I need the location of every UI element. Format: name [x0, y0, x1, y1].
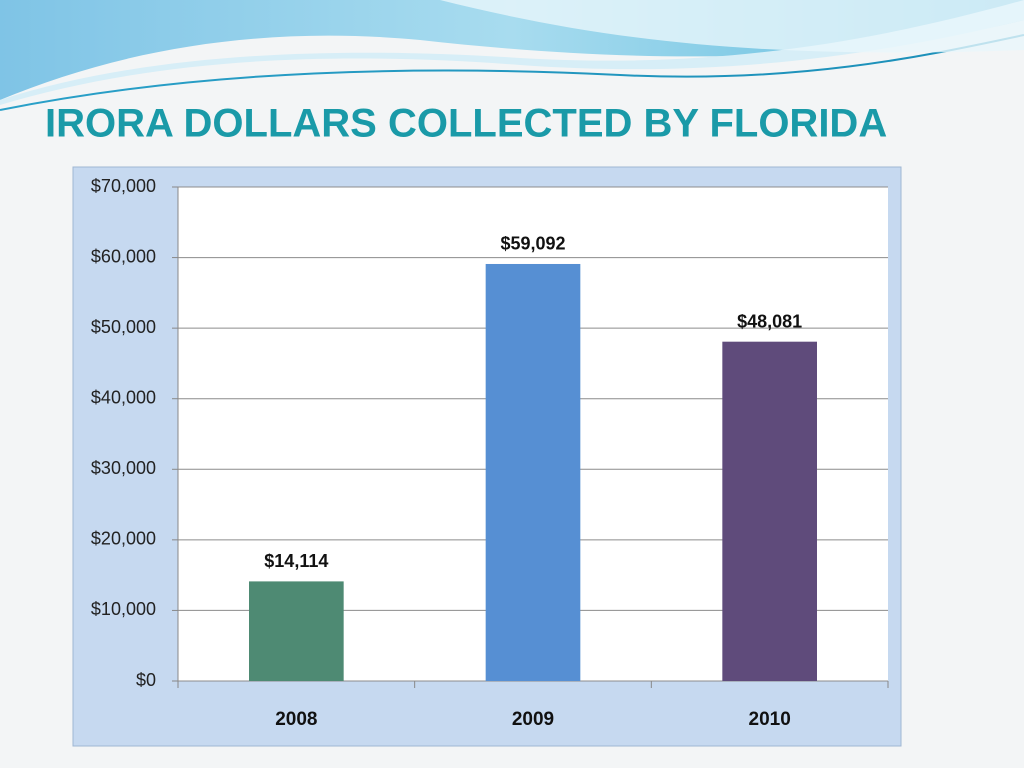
y-tick-label: $10,000 — [91, 599, 156, 619]
y-tick-label: $60,000 — [91, 246, 156, 266]
bar — [249, 581, 344, 681]
y-tick-label: $0 — [136, 670, 156, 690]
chart: $0 $10,000 $20,000 $30,000 $40,000 $50,000 $60… — [91, 176, 889, 730]
y-tick-label: $20,000 — [91, 529, 156, 549]
header-decoration — [0, 0, 1024, 111]
x-tick-label: 2008 — [275, 709, 317, 730]
y-tick-label: $30,000 — [91, 458, 156, 478]
bar — [485, 263, 581, 681]
value-label: $59,092 — [500, 234, 565, 254]
y-tick-label: $50,000 — [91, 317, 156, 337]
x-tick-label: 2009 — [512, 709, 554, 730]
chart-title: IRORA DOLLARS COLLECTED BY FLORIDA — [45, 102, 887, 146]
y-tick-label: $40,000 — [91, 387, 156, 407]
x-tick-label: 2010 — [749, 709, 791, 730]
value-label: $48,081 — [737, 311, 802, 331]
bar — [722, 341, 817, 681]
value-label: $14,114 — [264, 551, 328, 571]
y-tick-label: $70,000 — [91, 176, 156, 196]
